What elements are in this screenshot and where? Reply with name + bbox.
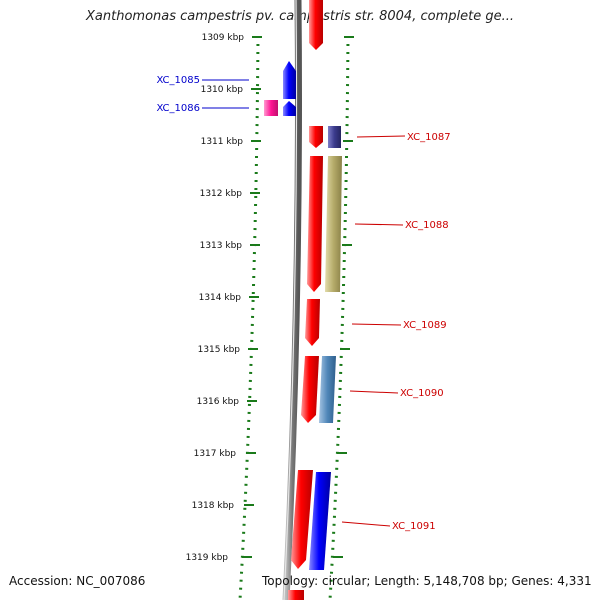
gene-label-xc-1086[interactable]: XC_1086	[156, 103, 200, 114]
tick-label: 1311 kbp	[201, 137, 244, 147]
tick-label: 1313 kbp	[200, 241, 243, 251]
scale-ring-right	[328, 35, 350, 600]
leader-lines	[202, 79, 406, 527]
gene-xc-1085-arrow[interactable]	[283, 61, 296, 99]
genome-backbone-highlight	[283, 0, 298, 600]
gene-xc-1090-arrow[interactable]	[301, 356, 319, 423]
gene-xc-1091-arrow[interactable]	[291, 470, 313, 569]
gene-label-xc-1088[interactable]: XC_1088	[405, 220, 449, 231]
tick-label: 1310 kbp	[201, 85, 244, 95]
tick-label: 1314 kbp	[199, 293, 242, 303]
genome-backbone	[282, 0, 302, 600]
tick-label: 1318 kbp	[192, 501, 235, 511]
gene-xc-1089-arrow[interactable]	[305, 299, 320, 346]
tick-label: 1319 kbp	[186, 553, 229, 563]
leader-line-xc-1091	[341, 521, 391, 527]
top-partial-gene-arrow[interactable]	[309, 0, 323, 50]
gene-xc-1087-arrow[interactable]	[309, 126, 323, 148]
xc-1086-pink-feature[interactable]	[264, 100, 278, 116]
tick-label: 1316 kbp	[197, 397, 240, 407]
gene-label-xc-1085[interactable]: XC_1085	[156, 75, 200, 86]
gene-label-xc-1091[interactable]: XC_1091	[392, 521, 436, 532]
genome-summary-text: Topology: circular; Length: 5,148,708 bp…	[262, 574, 592, 588]
xc-1090-steelblue-feature[interactable]	[319, 356, 336, 423]
gene-labels: XC_1085 XC_1086 XC_1087 XC_1088 XC_1089 …	[156, 75, 450, 532]
xc-1087-purple-feature[interactable]	[328, 126, 341, 148]
xc-1088-khaki-feature[interactable]	[325, 156, 342, 292]
gene-label-xc-1087[interactable]: XC_1087	[407, 132, 451, 143]
leader-line-xc-1088	[354, 223, 404, 226]
scale-ticks	[242, 36, 354, 558]
tick-label: 1315 kbp	[198, 345, 241, 355]
xc-1091-blue-feature[interactable]	[309, 472, 331, 570]
scale-ring-left	[238, 35, 260, 600]
bottom-partial-gene[interactable]	[288, 590, 304, 600]
gene-xc-1086-arrow[interactable]	[283, 101, 296, 116]
tick-label: 1309 kbp	[202, 33, 245, 43]
accession-text: Accession: NC_007086	[9, 574, 146, 588]
gene-label-xc-1090[interactable]: XC_1090	[400, 388, 444, 399]
tick-label: 1312 kbp	[200, 189, 243, 199]
leader-line-xc-1089	[351, 323, 402, 326]
leader-line-xc-1087	[356, 135, 406, 138]
gene-label-xc-1089[interactable]: XC_1089	[403, 320, 447, 331]
tick-label: 1317 kbp	[194, 449, 237, 459]
scale-labels: 1309 kbp 1310 kbp 1311 kbp 1312 kbp 1313…	[186, 33, 245, 563]
leader-line-xc-1090	[349, 390, 399, 394]
gene-xc-1088-arrow[interactable]	[307, 156, 323, 292]
